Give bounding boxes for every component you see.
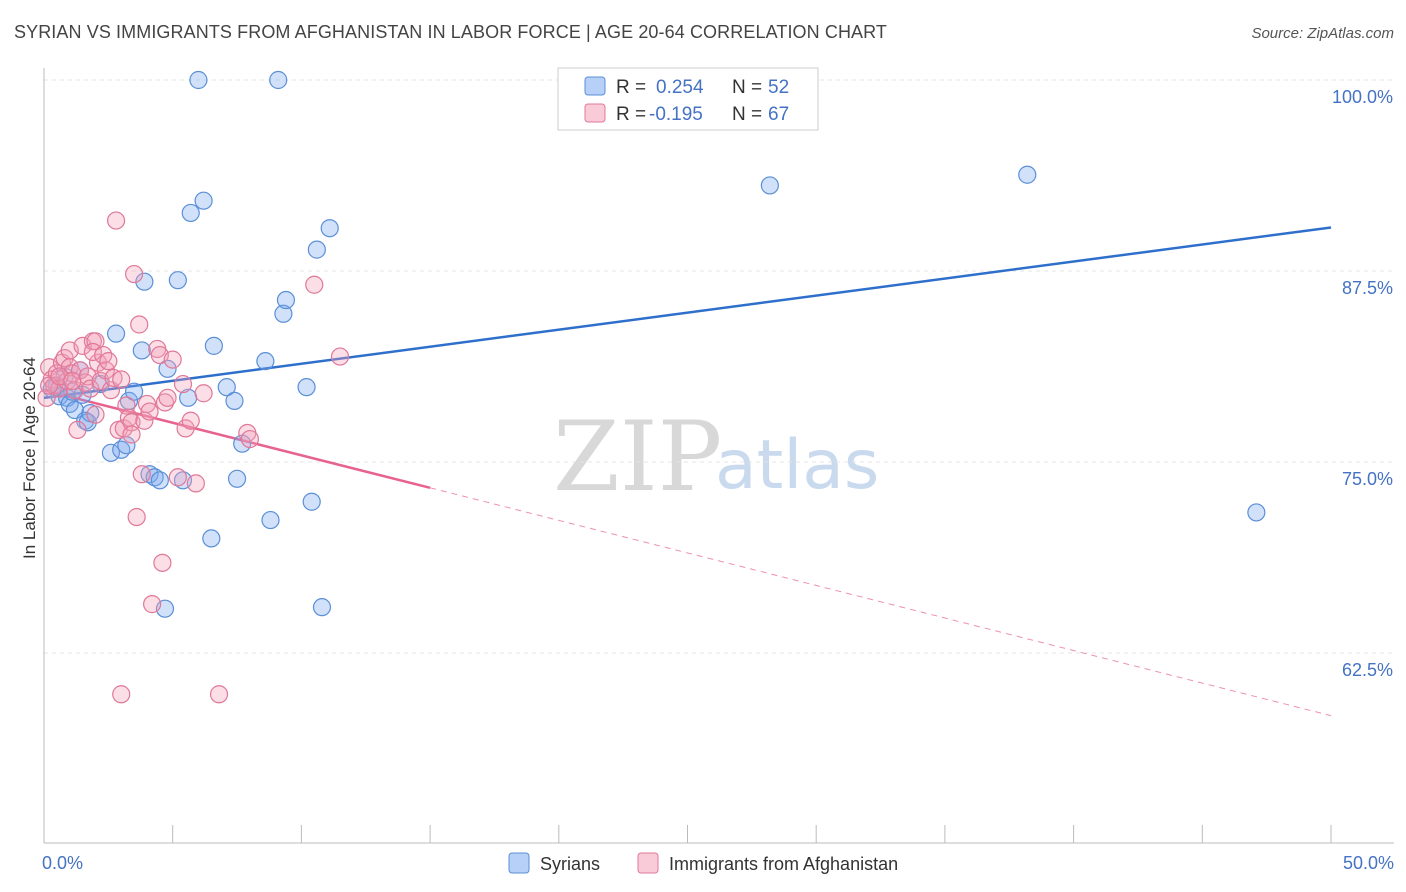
point-afghanistan <box>186 474 205 493</box>
point-syrians <box>227 469 247 488</box>
point-afghanistan <box>127 507 146 527</box>
legend-n-label-syrians: N = <box>732 77 762 98</box>
axes <box>43 68 1394 844</box>
point-afghanistan <box>240 429 260 449</box>
point-syrians <box>106 324 126 343</box>
point-afghanistan <box>104 368 123 388</box>
point-afghanistan <box>209 685 229 704</box>
legend-r-value-syrians: 0.254 <box>656 77 704 98</box>
point-syrians <box>1018 165 1037 184</box>
gridlines <box>44 79 1394 654</box>
y-tick-labels: 100.0% 87.5% 75.0% 62.5% <box>1332 87 1393 680</box>
point-afghanistan <box>86 405 105 424</box>
y-tick-label: 100.0% <box>1332 87 1393 107</box>
point-syrians <box>297 378 316 397</box>
point-afghanistan <box>140 402 159 421</box>
point-afghanistan <box>112 685 131 704</box>
point-syrians <box>760 176 779 195</box>
point-syrians <box>261 510 280 530</box>
point-syrians <box>132 341 151 360</box>
y-tick-label: 75.0% <box>1342 469 1393 489</box>
point-afghanistan <box>81 379 100 398</box>
point-syrians <box>204 336 223 355</box>
point-syrians <box>1247 503 1266 522</box>
point-afghanistan <box>130 315 149 334</box>
point-syrians <box>158 359 177 378</box>
point-afghanistan <box>158 388 177 407</box>
point-syrians <box>256 352 275 371</box>
point-syrians <box>307 240 326 259</box>
point-syrians <box>302 492 321 511</box>
legend-r-label-afghanistan: R = <box>616 104 646 125</box>
point-syrians <box>276 290 296 310</box>
point-afghanistan <box>305 275 324 294</box>
legend-r-value-afghanistan: -0.195 <box>649 104 703 125</box>
trend-line-syrians <box>43 226 1332 400</box>
point-syrians <box>320 219 339 238</box>
point-afghanistan <box>153 553 172 572</box>
legend-n-label-afghanistan: N = <box>732 104 762 125</box>
point-syrians <box>274 304 293 323</box>
point-afghanistan <box>122 425 141 444</box>
point-afghanistan <box>181 411 200 430</box>
trend-lines <box>43 226 1332 717</box>
point-afghanistan <box>173 374 193 394</box>
point-afghanistan <box>194 384 213 403</box>
legend-swatch-afghanistan <box>584 103 606 123</box>
point-afghanistan <box>112 370 131 389</box>
point-syrians <box>269 70 288 90</box>
point-syrians <box>140 465 159 484</box>
point-afghanistan <box>99 352 118 371</box>
data-points <box>37 70 1266 704</box>
watermark-atlas: atlas <box>715 426 879 505</box>
point-syrians <box>312 598 332 617</box>
point-afghanistan <box>168 468 187 487</box>
point-syrians <box>168 271 187 290</box>
point-syrians <box>225 391 244 410</box>
trend-line-afghanistan <box>43 388 431 490</box>
point-afghanistan <box>63 371 82 391</box>
watermark-zip: ZIP <box>553 401 722 513</box>
legend-n-value-syrians: 52 <box>768 77 789 98</box>
chart-source: Source: ZipAtlas.com <box>1251 25 1394 42</box>
point-syrians <box>189 70 208 90</box>
point-syrians <box>194 191 213 210</box>
y-tick-label: 62.5% <box>1342 660 1393 680</box>
point-afghanistan <box>106 211 126 230</box>
point-afghanistan <box>132 465 151 484</box>
y-tick-label: 87.5% <box>1342 278 1393 298</box>
point-syrians <box>217 378 236 397</box>
point-afghanistan <box>40 376 59 395</box>
bottom-legend-label-afghanistan: Immigrants from Afghanistan <box>669 854 898 874</box>
bottom-legend-swatch-afghanistan <box>637 852 659 874</box>
chart-title: SYRIAN VS IMMIGRANTS FROM AFGHANISTAN IN… <box>14 22 888 42</box>
legend-swatch-syrians <box>584 76 606 96</box>
point-syrians <box>124 382 144 401</box>
point-afghanistan <box>330 347 350 366</box>
legend-r-label-syrians: R = <box>616 77 646 98</box>
x-tick-label-min: 0.0% <box>42 853 83 873</box>
point-afghanistan <box>83 342 103 362</box>
series-legend: Syrians Immigrants from Afghanistan <box>508 852 898 874</box>
trend-line-extension-afghanistan <box>429 487 1332 717</box>
bottom-legend-swatch-syrians <box>508 852 530 874</box>
point-syrians <box>150 471 169 490</box>
point-syrians <box>181 203 200 223</box>
bottom-legend-label-syrians: Syrians <box>540 854 600 874</box>
point-afghanistan <box>163 350 182 369</box>
point-syrians <box>202 529 221 548</box>
point-afghanistan <box>124 264 144 284</box>
x-tick-label-max: 50.0% <box>1343 853 1394 873</box>
stats-legend: R = 0.254 N = 52 R = -0.195 N = 67 <box>557 67 819 131</box>
point-afghanistan <box>143 595 162 614</box>
point-afghanistan <box>68 420 87 440</box>
point-syrians <box>101 443 121 462</box>
point-afghanistan <box>86 332 105 351</box>
legend-n-value-afghanistan: 67 <box>768 104 789 125</box>
point-syrians <box>135 272 154 291</box>
y-axis-label: In Labor Force | Age 20-64 <box>20 357 39 559</box>
